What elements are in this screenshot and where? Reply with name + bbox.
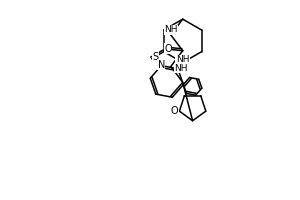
Text: S: S — [153, 52, 159, 62]
Text: NH: NH — [164, 25, 178, 34]
Text: NH: NH — [176, 55, 189, 64]
Text: NH: NH — [174, 64, 188, 73]
Text: O: O — [171, 106, 178, 116]
Text: N: N — [158, 60, 165, 70]
Text: O: O — [164, 44, 172, 54]
